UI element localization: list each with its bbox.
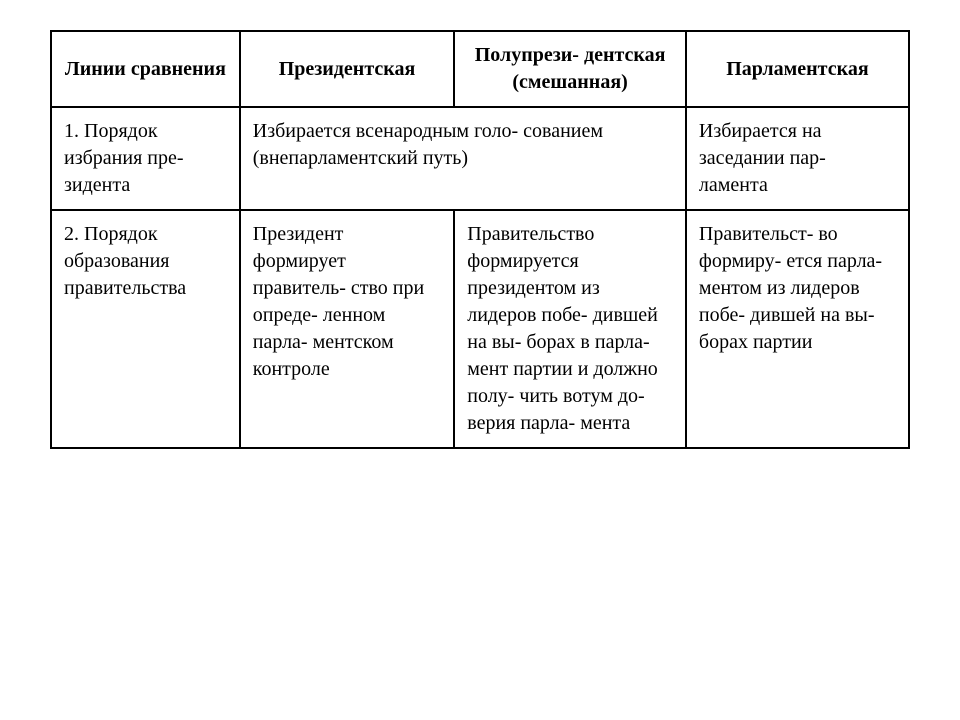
row1-presidential-merged: Избирается всенародным голо- сованием (в… [240, 107, 686, 210]
row2-semi-presidential: Правительство формируется президентом из… [454, 210, 686, 448]
header-lines-comparison: Линии сравнения [51, 31, 240, 107]
table-row: 2. Порядок образования правительства Пре… [51, 210, 909, 448]
row1-parliamentary: Избирается на заседании пар- ламента [686, 107, 909, 210]
header-semi-presidential: Полупрези- дентская (смешанная) [454, 31, 686, 107]
row1-criteria: 1. Порядок избрания пре- зидента [51, 107, 240, 210]
row2-criteria: 2. Порядок образования правительства [51, 210, 240, 448]
table-header-row: Линии сравнения Президентская Полупрези-… [51, 31, 909, 107]
comparison-table: Линии сравнения Президентская Полупрези-… [50, 30, 910, 449]
row2-parliamentary: Правительст- во формиру- ется парла- мен… [686, 210, 909, 448]
header-parliamentary: Парламентская [686, 31, 909, 107]
table-row: 1. Порядок избрания пре- зидента Избирае… [51, 107, 909, 210]
header-presidential: Президентская [240, 31, 455, 107]
row2-presidential: Президент формирует правитель- ство при … [240, 210, 455, 448]
